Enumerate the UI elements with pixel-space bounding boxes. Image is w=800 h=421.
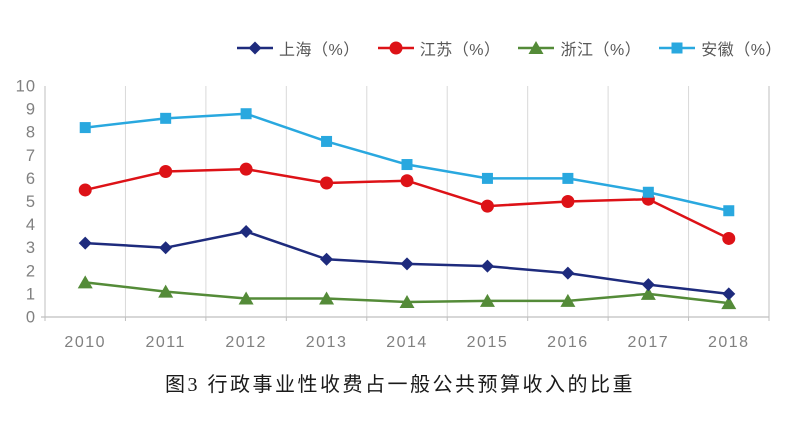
svg-text:2017: 2017 xyxy=(628,334,670,351)
legend-triangle-icon xyxy=(517,39,555,57)
svg-text:10: 10 xyxy=(16,78,36,96)
svg-text:8: 8 xyxy=(26,124,36,142)
legend-diamond-icon xyxy=(236,39,274,57)
svg-text:0: 0 xyxy=(26,309,36,327)
legend-label-jiangsu: 江苏（%） xyxy=(419,42,501,59)
chart-caption: 图3 行政事业性收费占一般公共预算收入的比重 xyxy=(165,374,635,396)
svg-text:2: 2 xyxy=(26,262,36,280)
svg-text:6: 6 xyxy=(26,170,36,188)
svg-text:2010: 2010 xyxy=(64,334,106,351)
legend-item-shanghai: 上海（%） xyxy=(236,36,360,60)
legend-item-zhejiang: 浙江（%） xyxy=(517,36,641,60)
legend-item-jiangsu: 江苏（%） xyxy=(377,36,501,60)
legend-label-zhejiang: 浙江（%） xyxy=(560,42,642,59)
legend-label-anhui: 安徽（%） xyxy=(701,42,782,59)
svg-text:5: 5 xyxy=(26,193,36,211)
svg-text:2014: 2014 xyxy=(386,334,428,351)
svg-text:4: 4 xyxy=(26,216,36,234)
legend-item-anhui: 安徽（%） xyxy=(658,36,782,60)
svg-text:2013: 2013 xyxy=(306,334,348,351)
svg-text:2011: 2011 xyxy=(145,334,185,351)
svg-text:7: 7 xyxy=(26,147,36,165)
svg-text:2015: 2015 xyxy=(467,334,509,351)
chart-legend: 上海（%） 江苏（%） 浙江（%） 安徽（%） xyxy=(236,37,782,59)
svg-text:3: 3 xyxy=(26,239,36,257)
svg-text:1: 1 xyxy=(26,285,36,303)
svg-text:2016: 2016 xyxy=(547,334,589,351)
svg-text:9: 9 xyxy=(26,101,36,119)
legend-label-shanghai: 上海（%） xyxy=(279,42,360,59)
legend-circle-icon xyxy=(377,39,415,57)
legend-square-icon xyxy=(658,39,696,57)
svg-text:2012: 2012 xyxy=(225,334,267,351)
svg-text:2018: 2018 xyxy=(708,334,750,351)
